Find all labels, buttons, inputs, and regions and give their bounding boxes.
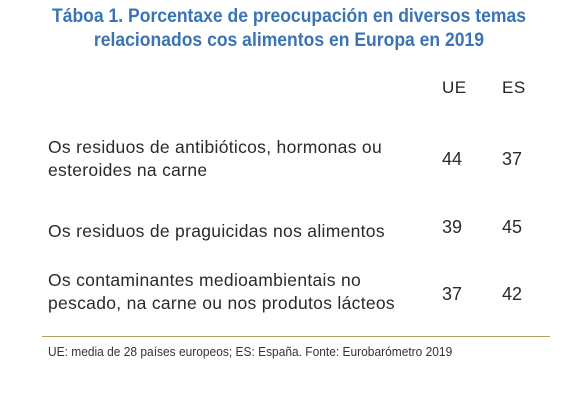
row-1-label-line-1: Os residuos de antibióticos, hormonas ou bbox=[48, 137, 382, 157]
table-footnote: UE: media de 28 países europeos; ES: Esp… bbox=[48, 344, 453, 359]
row-2-es-value: 45 bbox=[501, 217, 523, 237]
row-1-es-value: 37 bbox=[501, 149, 523, 169]
row-3-ue-value: 37 bbox=[441, 284, 463, 304]
row-2-label-line-1: Os residuos de praguicidas nos alimentos bbox=[48, 221, 385, 241]
row-3-es-value: 42 bbox=[501, 284, 523, 304]
table-bottom-rule bbox=[42, 336, 550, 337]
table-title-line-2: relacionados cos alimentos en Europa en … bbox=[93, 29, 485, 51]
row-3-label: Os contaminantes medioambientais no pesc… bbox=[48, 269, 395, 315]
row-2-label: Os residuos de praguicidas nos alimentos bbox=[48, 220, 385, 243]
row-3-label-line-2: pescado, na carne ou nos produtos lácteo… bbox=[48, 293, 395, 313]
row-1-label-line-2: esteroides na carne bbox=[48, 160, 208, 180]
table-title-line-1: Táboa 1. Porcentaxe de preocupación en d… bbox=[51, 5, 527, 27]
row-1-ue-value: 44 bbox=[441, 149, 463, 169]
table-title: Táboa 1. Porcentaxe de preocupación en d… bbox=[29, 4, 549, 52]
column-header-ue: UE bbox=[442, 78, 467, 97]
row-3-label-line-1: Os contaminantes medioambientais no bbox=[48, 270, 362, 290]
row-2-ue-value: 39 bbox=[441, 217, 463, 237]
column-header-es: ES bbox=[502, 78, 526, 97]
row-1-label: Os residuos de antibióticos, hormonas ou… bbox=[48, 136, 382, 182]
